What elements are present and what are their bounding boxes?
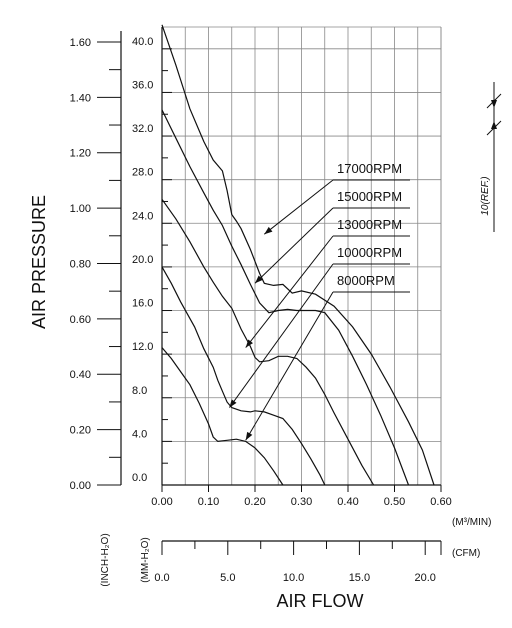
arrowhead-icon	[229, 399, 237, 408]
x-axis-title: AIR FLOW	[276, 591, 363, 611]
curve-10000rpm	[161, 266, 326, 486]
y-inch-tick-label: 0.00	[70, 480, 91, 492]
y-mm-tick-label: 4.0	[132, 428, 147, 440]
y-inch-tick-label: 1.00	[70, 203, 91, 215]
y-unit-inch: (INCH-H₂O)	[100, 533, 111, 586]
y-mm-tick-label: 28.0	[132, 167, 153, 179]
y-mm-tick-label: 32.0	[132, 123, 153, 135]
y-mm-tick-label: 24.0	[132, 210, 153, 222]
y-mm-tick-label: 36.0	[132, 79, 153, 91]
rpm-label-17000rpm: 17000RPM	[337, 161, 402, 176]
rpm-label-15000rpm: 15000RPM	[337, 189, 402, 204]
y-mm-tick-label: 8.0	[132, 385, 147, 397]
x-unit-m3: (M³/MIN)	[452, 517, 491, 528]
arrowhead-icon	[245, 431, 253, 441]
rpm-leader-line	[263, 179, 334, 235]
curve-13000rpm	[161, 198, 375, 486]
x-cfm-tick-label: 5.0	[220, 572, 235, 584]
curve-15000rpm	[161, 109, 410, 486]
rpm-leader-line	[245, 291, 334, 441]
y-inch-tick-label: 1.60	[70, 37, 91, 49]
y-unit-mm: (MM-H₂O)	[140, 537, 151, 583]
y-inch-tick-label: 0.80	[70, 258, 91, 270]
x-cfm-tick-label: 15.0	[349, 572, 370, 584]
rpm-annotations: 17000RPM 15000RPM 13000RPM 10000RPM 8000RPM	[229, 161, 410, 441]
x-cfm-tick-label: 10.0	[283, 572, 304, 584]
rpm-leader-line	[254, 207, 334, 284]
axes: 0.0 4.0 8.0 12.0 16.0 20.0 24.0 28.0 32.0 36.0 40.…	[70, 27, 452, 584]
x-m3-tick-label: 0.50	[384, 496, 405, 508]
y-mm-tick-label: 20.0	[132, 254, 153, 266]
y-mm-tick-label: 40.0	[132, 36, 153, 48]
x-m3-tick-label: 0.30	[291, 496, 312, 508]
x-m3-tick-label: 0.40	[337, 496, 358, 508]
x-unit-cfm: (CFM)	[452, 548, 480, 559]
arrowhead-icon	[255, 275, 263, 284]
y-inch-tick-label: 0.40	[70, 369, 91, 381]
x-m3-tick-label: 0.60	[430, 496, 451, 508]
x-cfm-tick-label: 20.0	[414, 572, 435, 584]
y-axis-title: AIR PRESSURE	[29, 195, 49, 329]
plot-grid	[162, 26, 442, 485]
x-m3-tick-label: 0.10	[198, 496, 219, 508]
y-mm-tick-label: 0.0	[132, 472, 147, 484]
y-inch-tick-label: 1.40	[70, 92, 91, 104]
rpm-leader-line	[245, 235, 334, 348]
dimension-marker: 10(REF.)	[480, 82, 502, 232]
arrowhead-icon	[245, 339, 253, 348]
x-cfm-tick-label: 0.0	[154, 572, 169, 584]
arrowhead-icon	[264, 226, 273, 235]
curve-8000rpm	[161, 347, 284, 486]
rpm-leader-line	[229, 263, 334, 408]
y-inch-tick-label: 0.20	[70, 425, 91, 437]
rpm-label-8000rpm: 8000RPM	[337, 273, 395, 288]
y-mm-tick-label: 16.0	[132, 298, 153, 310]
rpm-label-13000rpm: 13000RPM	[337, 217, 402, 232]
rpm-curves	[161, 24, 435, 486]
rpm-label-10000rpm: 10000RPM	[337, 245, 402, 260]
curve-17000rpm	[161, 24, 435, 486]
y-mm-tick-label: 12.0	[132, 341, 153, 353]
dimension-label: 10(REF.)	[480, 176, 491, 215]
y-inch-tick-label: 0.60	[70, 314, 91, 326]
y-inch-tick-label: 1.20	[70, 148, 91, 160]
x-m3-tick-label: 0.20	[244, 496, 265, 508]
x-m3-tick-label: 0.00	[151, 496, 172, 508]
